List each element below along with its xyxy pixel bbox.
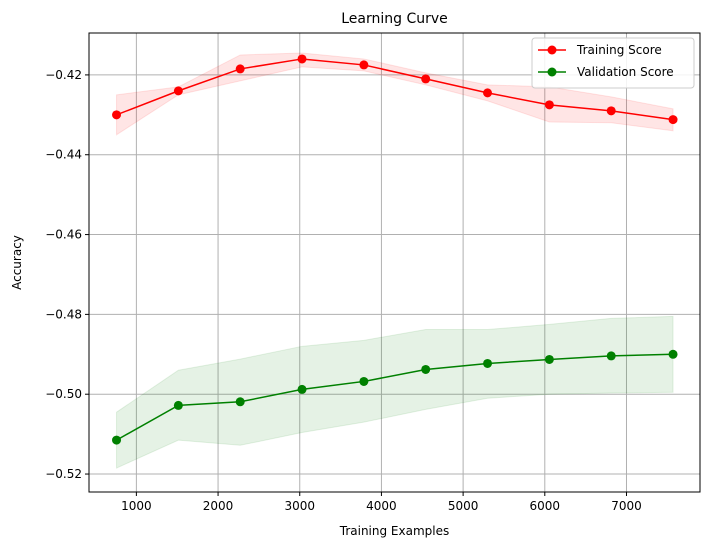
plot-frame	[88, 32, 701, 493]
x-tick-label: 5000	[448, 499, 479, 513]
validation-score-band	[116, 315, 674, 469]
training-score-point	[483, 88, 493, 98]
training-score-point	[112, 110, 122, 120]
training-score-point	[235, 64, 245, 74]
validation-score-point	[421, 364, 431, 374]
axis-ticks: 1000 2000 3000 4000 5000 6000 7000 −0.52 −0.50 −0…	[45, 68, 642, 513]
y-tick-label: −0.46	[45, 228, 82, 242]
validation-score-point	[173, 400, 183, 410]
legend-marker-validation	[547, 67, 557, 77]
y-tick-label: −0.42	[45, 68, 82, 82]
validation-score-point	[544, 354, 554, 364]
validation-score-point	[359, 376, 369, 386]
legend-marker-training	[547, 45, 557, 55]
validation-score-point	[606, 351, 616, 361]
y-axis-label: Accuracy	[10, 235, 24, 290]
training-score-point	[359, 60, 369, 70]
training-score-line	[116, 58, 674, 121]
x-tick-label: 1000	[121, 499, 152, 513]
validation-score-point	[297, 384, 307, 394]
x-tick-label: 6000	[530, 499, 561, 513]
legend-box	[531, 37, 695, 89]
series-lines	[116, 58, 674, 441]
y-tick-label: −0.50	[45, 387, 82, 401]
validation-score-point	[235, 397, 245, 407]
training-score-point	[668, 115, 678, 125]
y-tick-label: −0.52	[45, 467, 82, 481]
chart-title: Learning Curve	[341, 11, 448, 27]
confidence-bands	[116, 52, 674, 469]
validation-score-line	[116, 353, 674, 441]
validation-score-point	[112, 435, 122, 445]
x-axis-label: Training Examples	[339, 524, 449, 538]
validation-score-point	[483, 358, 493, 368]
training-score-point	[606, 106, 616, 116]
training-score-point	[173, 86, 183, 96]
series-markers	[112, 54, 678, 445]
x-tick-label: 7000	[611, 499, 642, 513]
legend-label-validation: Validation Score	[577, 65, 674, 79]
x-tick-label: 4000	[366, 499, 397, 513]
x-tick-label: 2000	[203, 499, 234, 513]
legend-label-training: Training Score	[576, 43, 662, 57]
training-score-point	[421, 74, 431, 84]
training-score-point	[544, 100, 554, 110]
x-tick-label: 3000	[284, 499, 315, 513]
y-tick-label: −0.44	[45, 148, 82, 162]
validation-score-point	[668, 349, 678, 359]
training-score-point	[297, 54, 307, 64]
legend: Training Score Validation Score	[531, 37, 695, 89]
y-tick-label: −0.48	[45, 307, 82, 321]
training-score-band	[116, 52, 674, 136]
